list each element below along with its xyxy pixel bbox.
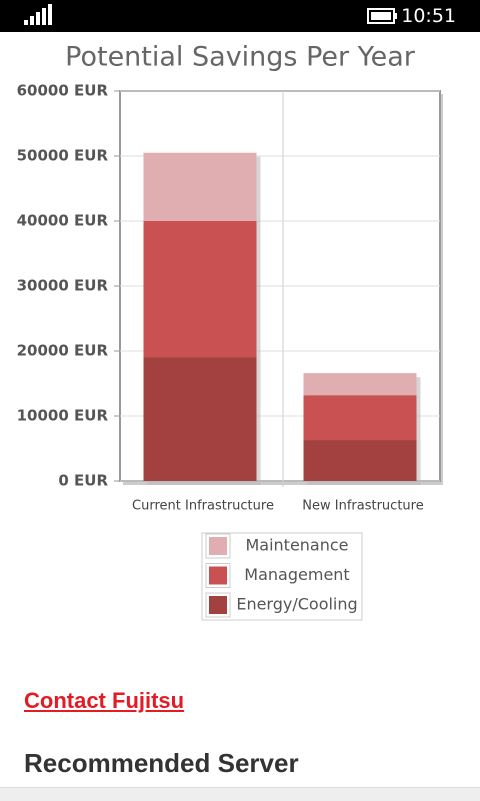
chart-title: Potential Savings Per Year [65, 42, 416, 73]
legend-swatch [207, 594, 229, 616]
legend-swatch [207, 535, 229, 557]
bar-segment [143, 152, 257, 221]
y-tick-label: 60000 EUR [17, 82, 109, 100]
y-tick-label: 20000 EUR [17, 342, 109, 360]
legend-label: Maintenance [245, 536, 348, 555]
legend-swatch-border [205, 563, 231, 588]
x-tick-label: New Infrastructure [302, 499, 423, 514]
y-tick-label: 40000 EUR [17, 212, 109, 230]
legend-label: Energy/Cooling [236, 595, 357, 614]
app-bar [0, 787, 480, 801]
bar-segment [303, 395, 417, 441]
legend-swatch-border [205, 592, 231, 618]
section-heading: Recommended Server [24, 748, 299, 778]
bar-segment [303, 373, 417, 396]
y-tick-label: 30000 EUR [17, 277, 109, 295]
y-tick-label: 0 EUR [58, 472, 108, 490]
bar-segment [303, 440, 417, 481]
bar-segment [143, 357, 257, 481]
status-bar: 10:51 [0, 0, 480, 32]
legend-swatch-border [205, 533, 231, 559]
clock: 10:51 [401, 5, 456, 27]
bar-segment [143, 221, 257, 358]
chart: Potential Savings Per Year 0 EUR 10000 EU… [17, 42, 443, 621]
battery-icon [367, 8, 397, 24]
legend-swatch [207, 564, 229, 587]
x-tick-label: Current Infrastructure [132, 499, 274, 514]
y-tick-label: 10000 EUR [17, 407, 109, 425]
legend-label: Management [244, 565, 349, 584]
signal-icon [24, 4, 52, 25]
y-tick-label: 50000 EUR [17, 147, 109, 165]
contact-link[interactable]: Contact Fujitsu [24, 688, 185, 713]
